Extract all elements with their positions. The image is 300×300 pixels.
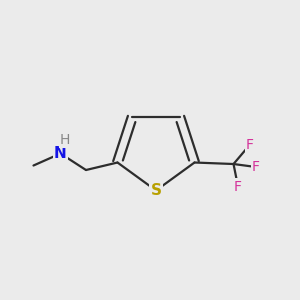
Text: F: F bbox=[234, 179, 242, 194]
Text: F: F bbox=[246, 137, 254, 152]
Text: F: F bbox=[252, 160, 260, 174]
Text: S: S bbox=[151, 183, 161, 198]
Text: H: H bbox=[60, 133, 70, 147]
Text: N: N bbox=[54, 146, 67, 161]
